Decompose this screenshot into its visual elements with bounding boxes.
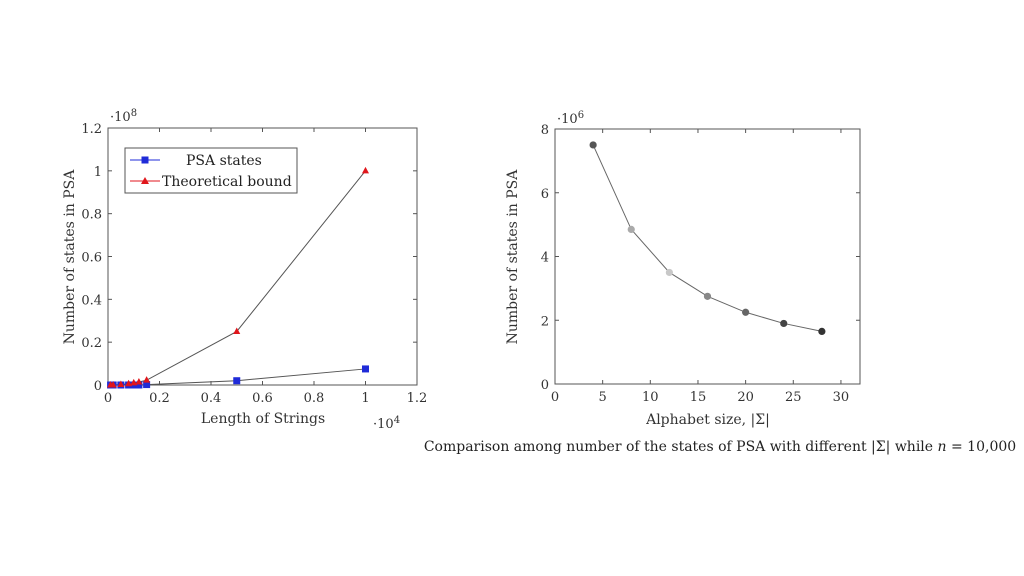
caption-suffix: = 10,000 — [947, 439, 1017, 455]
right-ticks: 0 5 10 15 20 25 30 0 2 4 6 8 — [541, 123, 860, 405]
caption-prefix: Comparison among number of the states of… — [424, 439, 938, 455]
data-point-circle — [742, 308, 750, 316]
left-series-markers — [107, 166, 369, 389]
caption-n: n — [938, 439, 947, 455]
left-x-multiplier: ·104 — [373, 415, 400, 433]
right-series-markers — [589, 141, 826, 336]
legend-psa-label: PSA states — [186, 153, 262, 169]
x-tick-label: 30 — [833, 390, 850, 405]
y-tick-label: 6 — [541, 187, 549, 202]
data-point-triangle — [109, 381, 117, 388]
x-tick-label: 0.6 — [252, 391, 273, 406]
legend-bound-marker — [141, 177, 149, 184]
data-point-circle — [589, 141, 597, 149]
series-line — [592, 144, 822, 332]
figure-caption: Comparison among number of the states of… — [424, 439, 1016, 455]
right-series-line — [592, 144, 822, 332]
legend-psa-marker — [141, 156, 149, 164]
x-tick-label: 0 — [104, 391, 112, 406]
right-chart: 0 5 10 15 20 25 30 0 2 4 6 8 ·106 Alphabet size, |Σ… — [505, 110, 861, 428]
left-y-multiplier: ·108 — [110, 108, 137, 126]
data-point-circle — [627, 225, 635, 234]
y-tick-label: 0.8 — [81, 208, 102, 223]
left-series-lines — [110, 170, 366, 386]
data-point-triangle — [117, 380, 125, 387]
data-point-triangle — [135, 378, 143, 385]
y-tick-label: 0.2 — [81, 336, 102, 351]
y-tick-label: 2 — [541, 314, 549, 329]
left-x-axis-label: Length of Strings — [201, 411, 325, 427]
right-y-axis-label: Number of states in PSA — [505, 169, 521, 345]
right-y-multiplier: ·106 — [557, 110, 584, 128]
x-tick-label: 25 — [785, 390, 802, 405]
x-tick-label: 0.4 — [201, 391, 222, 406]
x-tick-label: 15 — [690, 390, 707, 405]
y-tick-label: 0.6 — [81, 251, 102, 266]
left-ticks: 0 0.2 0.4 0.6 0.8 1 1.2 0 0.2 0.4 0.6 0.8 1 1.2 — [81, 122, 427, 406]
legend-bound-label: Theoretical bound — [162, 174, 292, 190]
data-point-triangle — [125, 379, 133, 387]
x-tick-label: 10 — [642, 390, 659, 405]
x-tick-label: 20 — [737, 390, 754, 405]
data-point-square — [233, 377, 241, 385]
left-chart: 0 0.2 0.4 0.6 0.8 1 1.200.20.40.60.811.2 ·108 … — [62, 108, 427, 433]
data-point-square — [143, 381, 151, 389]
y-tick-label: 0 — [94, 379, 102, 394]
left-y-axis-label: Number of states in PSA — [62, 169, 78, 345]
x-tick-label: 0.8 — [304, 391, 325, 406]
x-tick-label: 0.2 — [149, 391, 170, 406]
y-tick-label: 0.4 — [81, 293, 102, 308]
y-tick-label: 1.2 — [81, 122, 102, 137]
series-line — [110, 170, 366, 386]
data-point-triangle — [362, 166, 369, 174]
x-tick-label: 1.2 — [407, 391, 428, 406]
data-point-circle — [665, 268, 673, 277]
y-tick-label: 0 — [541, 378, 549, 393]
y-tick-label: 4 — [541, 251, 549, 266]
right-plot-frame — [554, 128, 861, 385]
data-point-circle — [703, 292, 712, 300]
y-tick-label: 1 — [94, 165, 102, 180]
data-point-triangle — [130, 378, 138, 386]
x-tick-label: 5 — [599, 390, 607, 405]
x-tick-label: 0 — [551, 390, 559, 405]
data-point-square — [362, 365, 369, 373]
data-point-triangle — [233, 327, 241, 334]
data-point-triangle — [143, 376, 151, 383]
data-point-circle — [780, 319, 788, 328]
data-point-circle — [818, 327, 826, 336]
right-x-axis-label: Alphabet size, |Σ| — [645, 412, 770, 428]
legend-box — [124, 147, 298, 194]
x-tick-label: 1 — [361, 391, 369, 406]
data-point-square — [135, 381, 143, 389]
y-tick-label: 8 — [541, 123, 549, 138]
left-legend: PSA states Theoretical bound — [124, 147, 298, 194]
